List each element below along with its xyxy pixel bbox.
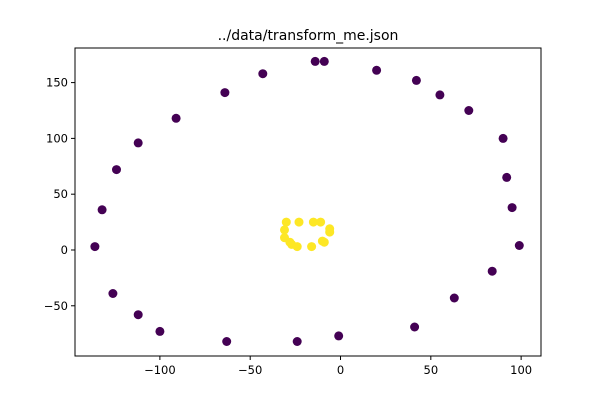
data-point: [487, 266, 497, 276]
data-point: [155, 326, 165, 336]
y-axis: −50 0 50 100 150: [44, 76, 75, 313]
chart-title: ../data/transform_me.json: [218, 28, 399, 44]
data-point: [325, 227, 335, 237]
data-point: [90, 242, 100, 252]
y-tick-label: 100: [46, 131, 68, 145]
data-point: [410, 322, 420, 332]
data-point: [498, 133, 508, 143]
x-axis: −100 −50 0 50 100: [144, 356, 532, 377]
data-point: [222, 337, 232, 346]
y-tick-label: −50: [44, 299, 68, 313]
data-point: [133, 310, 143, 320]
x-tick-label: 0: [337, 363, 344, 377]
y-tick-label: 50: [53, 187, 68, 201]
data-point: [97, 205, 107, 215]
data-point: [258, 69, 268, 79]
data-point: [435, 90, 445, 100]
data-point: [411, 75, 421, 85]
series-2: [280, 217, 335, 252]
data-point: [507, 203, 517, 213]
data-point: [334, 331, 344, 341]
data-point: [310, 56, 320, 66]
x-tick-label: −50: [238, 363, 262, 377]
data-point: [372, 65, 382, 75]
data-point: [220, 88, 230, 98]
data-point: [112, 165, 121, 175]
data-point: [281, 217, 291, 227]
data-point: [294, 217, 304, 227]
data-point: [319, 237, 329, 247]
data-point: [308, 217, 318, 227]
data-point: [514, 241, 524, 250]
data-point: [292, 337, 302, 346]
y-tick-label: 150: [46, 76, 68, 90]
data-point: [449, 293, 459, 303]
data-point: [108, 289, 118, 298]
data-point: [307, 242, 317, 252]
plot-area: [90, 56, 524, 346]
data-point: [133, 138, 143, 148]
plot-frame: [74, 47, 542, 357]
data-point: [502, 172, 512, 182]
x-tick-label: 100: [510, 363, 532, 377]
x-tick-label: −100: [144, 363, 176, 377]
data-point: [280, 225, 289, 235]
data-point: [316, 217, 326, 227]
data-point: [319, 56, 329, 66]
data-point: [292, 242, 302, 252]
data-point: [464, 106, 474, 115]
series-1: [90, 56, 524, 346]
y-tick-label: 0: [61, 243, 68, 257]
x-tick-label: 50: [424, 363, 439, 377]
data-point: [171, 113, 181, 123]
